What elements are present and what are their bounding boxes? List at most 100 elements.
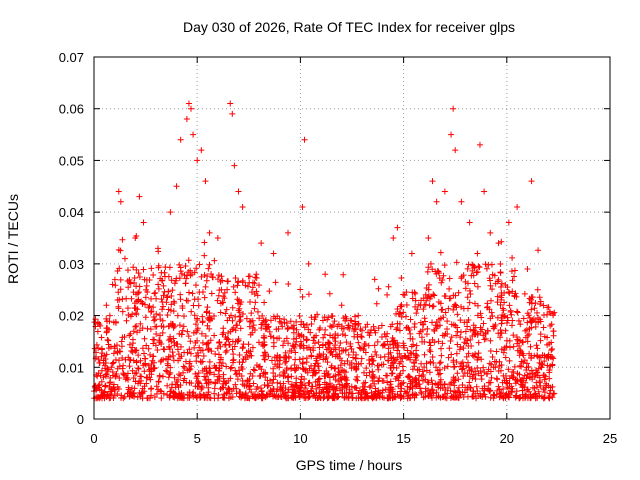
data-point <box>500 313 507 320</box>
data-point <box>221 341 228 348</box>
data-point <box>489 271 496 278</box>
data-point <box>174 346 181 353</box>
data-point <box>526 325 533 332</box>
data-point <box>255 339 262 346</box>
data-point <box>407 384 414 391</box>
data-point <box>133 369 140 376</box>
data-point <box>213 364 220 371</box>
data-point <box>162 367 169 374</box>
data-point <box>377 354 384 361</box>
data-point <box>537 301 544 308</box>
data-point <box>480 364 487 371</box>
data-point <box>514 309 521 316</box>
data-point <box>276 357 283 364</box>
data-point <box>132 235 139 241</box>
data-point <box>452 322 459 329</box>
data-point <box>369 355 376 362</box>
data-point <box>158 388 165 395</box>
data-point <box>252 395 259 402</box>
data-point <box>136 193 143 200</box>
data-point <box>308 320 315 327</box>
data-point <box>229 110 236 117</box>
data-point <box>536 294 543 301</box>
data-point <box>498 238 505 245</box>
data-point <box>401 292 408 299</box>
data-point <box>544 311 551 318</box>
data-point <box>497 269 504 276</box>
data-point <box>321 314 328 321</box>
data-point <box>336 351 343 358</box>
data-point <box>497 301 504 308</box>
data-point <box>504 284 511 291</box>
data-point <box>350 354 357 361</box>
data-point <box>464 294 471 301</box>
data-point <box>438 306 445 313</box>
data-point <box>244 395 251 402</box>
data-point <box>369 368 376 375</box>
data-point <box>191 312 198 319</box>
data-point <box>246 323 253 330</box>
data-point <box>198 147 205 154</box>
data-point <box>509 277 516 284</box>
data-point <box>261 299 268 306</box>
data-point <box>192 370 199 377</box>
data-point <box>397 381 404 388</box>
data-point <box>204 322 211 329</box>
data-point <box>166 346 173 353</box>
data-point <box>175 351 182 358</box>
data-point <box>380 394 387 401</box>
data-point <box>114 349 121 356</box>
data-point <box>104 325 111 332</box>
data-point <box>140 266 147 273</box>
data-point <box>230 283 237 290</box>
data-point <box>267 388 274 395</box>
data-point <box>101 352 108 359</box>
y-tick-labels: 0 0.01 0.02 0.03 0.04 0.05 0.06 0.07 <box>59 50 84 427</box>
data-point <box>149 357 156 364</box>
data-point <box>477 310 484 317</box>
data-point <box>118 343 125 350</box>
data-point <box>247 318 254 325</box>
data-point <box>544 334 551 341</box>
data-point <box>282 359 289 366</box>
data-point <box>202 178 209 185</box>
data-point <box>274 379 281 386</box>
data-point <box>337 339 344 346</box>
data-point <box>440 272 447 279</box>
data-point <box>235 188 242 195</box>
data-point <box>216 287 223 294</box>
data-point <box>527 394 534 401</box>
data-point <box>394 305 401 312</box>
data-point <box>464 359 471 366</box>
data-point <box>170 393 177 400</box>
data-point <box>137 357 144 364</box>
data-point <box>273 354 280 361</box>
data-point <box>194 157 201 164</box>
data-point <box>384 357 391 364</box>
data-point <box>362 390 369 397</box>
data-point <box>209 274 216 281</box>
data-point <box>537 337 544 344</box>
data-point <box>544 304 551 311</box>
data-point <box>210 312 217 319</box>
data-point <box>216 359 223 366</box>
data-point <box>356 344 363 351</box>
y-tick-label: 0 <box>77 412 84 427</box>
data-point <box>413 342 420 349</box>
data-point <box>251 327 258 334</box>
data-point <box>137 373 144 380</box>
data-point <box>251 305 258 312</box>
data-point <box>153 390 160 397</box>
data-point <box>151 364 158 371</box>
data-point <box>170 298 177 305</box>
data-point <box>549 353 556 360</box>
data-point <box>457 329 464 336</box>
data-point <box>493 359 500 366</box>
data-point <box>270 386 277 393</box>
data-point <box>230 359 237 366</box>
data-point <box>321 393 328 400</box>
data-point <box>310 337 317 344</box>
data-point <box>459 365 466 372</box>
data-point <box>513 376 520 383</box>
data-point <box>421 351 428 358</box>
